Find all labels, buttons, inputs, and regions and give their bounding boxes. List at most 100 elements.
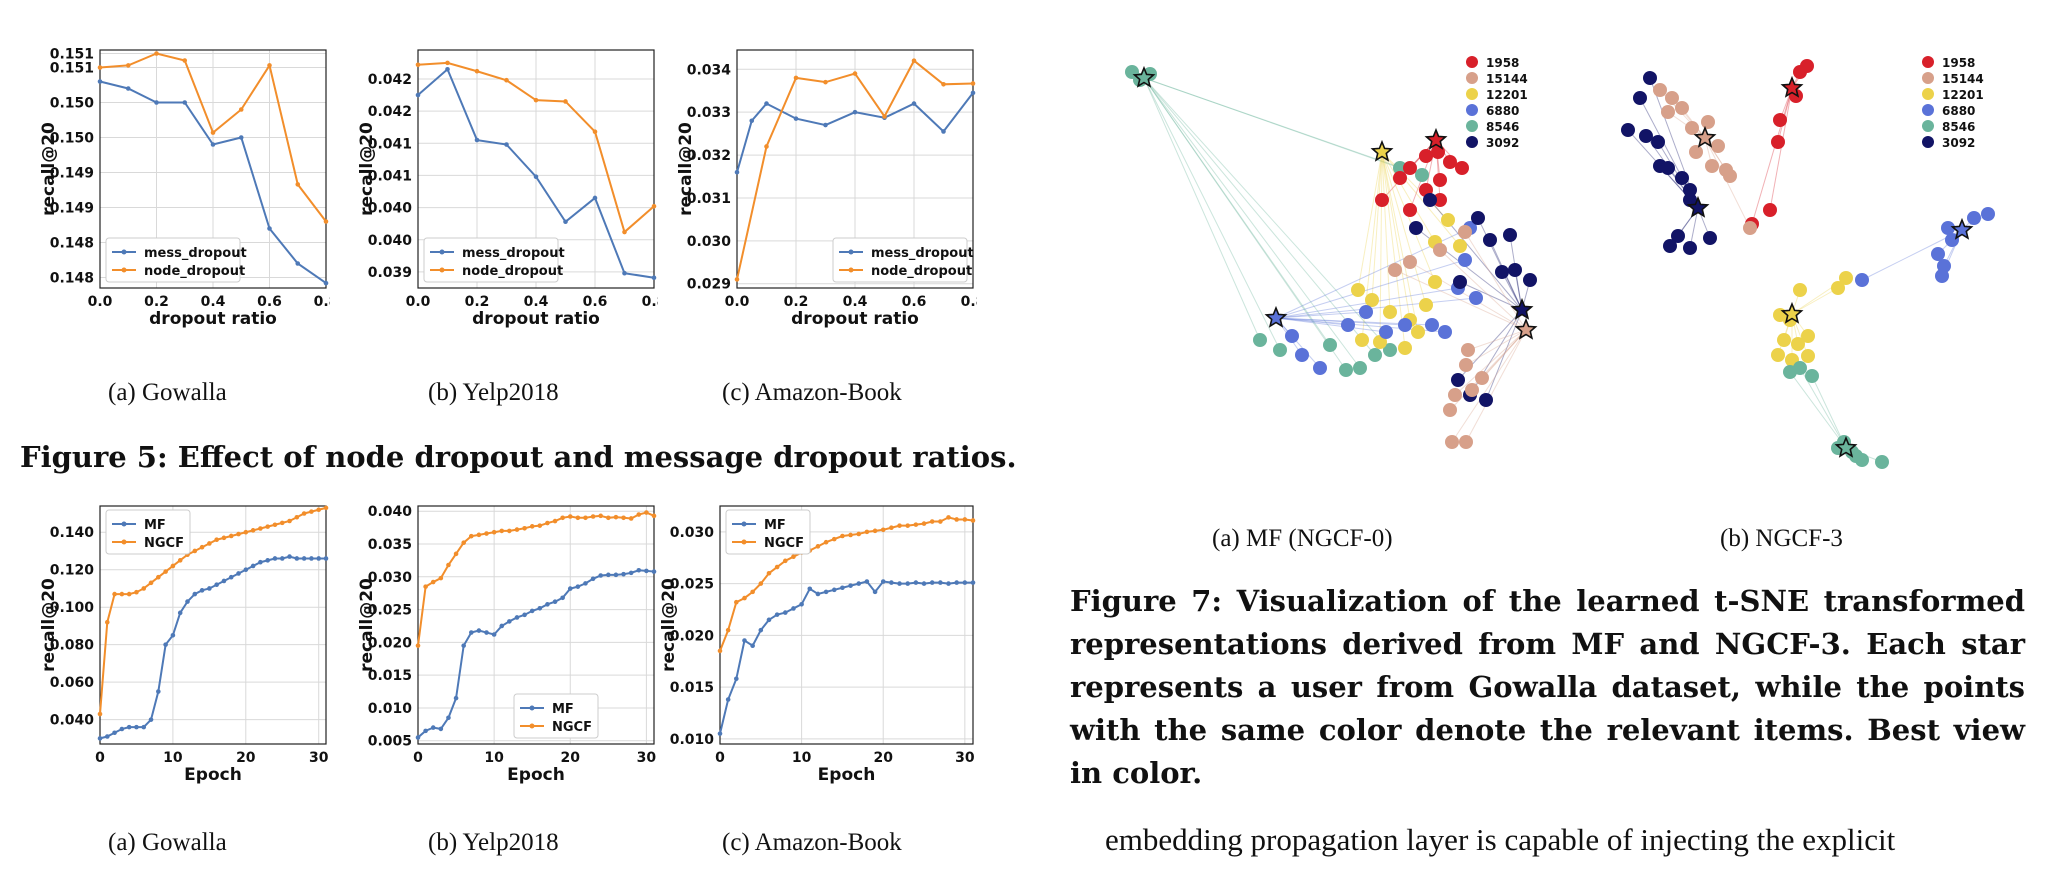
- y-tick-label: 0.151: [50, 47, 94, 63]
- data-point: [272, 556, 278, 561]
- item-point: [1453, 275, 1467, 289]
- data-point: [889, 525, 894, 531]
- item-point: [1375, 193, 1389, 207]
- edge-line: [1439, 249, 1527, 331]
- item-point: [1839, 271, 1853, 285]
- data-point: [621, 515, 626, 521]
- user-star-icon: [1686, 195, 1710, 218]
- edge-line: [1143, 77, 1347, 371]
- data-point: [734, 676, 739, 682]
- x-tick-label: 30: [955, 750, 975, 766]
- edge-line: [1381, 151, 1419, 333]
- data-point: [97, 79, 103, 84]
- item-point: [1665, 91, 1679, 105]
- data-point: [831, 536, 837, 542]
- data-point: [921, 581, 927, 586]
- item-point: [1425, 318, 1439, 332]
- item-point: [1643, 71, 1657, 85]
- y-tick-label: 0.148: [50, 271, 94, 287]
- y-tick-label: 0.025: [368, 603, 412, 619]
- data-point: [294, 556, 300, 561]
- data-point: [504, 77, 509, 83]
- edge-line: [1381, 151, 1391, 313]
- x-tick-label: 0.6: [583, 294, 608, 310]
- item-point: [1419, 149, 1433, 163]
- data-point: [316, 556, 322, 561]
- data-point: [852, 71, 858, 76]
- legend-marker: [439, 249, 445, 255]
- data-point: [766, 570, 772, 576]
- x-tick-label: 0.0: [725, 294, 750, 310]
- data-point: [154, 100, 159, 105]
- data-point: [791, 606, 796, 611]
- data-point: [504, 142, 509, 147]
- user-star-icon: [1424, 127, 1448, 150]
- item-point: [1711, 139, 1725, 153]
- data-point: [445, 66, 450, 72]
- fig7-caption: Figure 7: Visualization of the learned t…: [1070, 584, 2025, 790]
- item-point: [1771, 135, 1785, 149]
- legend-marker: [848, 249, 854, 255]
- legend-label: node_dropout: [144, 264, 245, 279]
- data-point: [309, 556, 314, 561]
- item-point: [1855, 273, 1869, 287]
- data-point: [295, 182, 301, 187]
- item-point: [1411, 325, 1425, 339]
- item-point: [1403, 255, 1417, 269]
- data-point: [750, 643, 755, 648]
- item-point: [1455, 161, 1469, 175]
- item-point: [1941, 221, 1955, 235]
- user-star-icon: [1693, 125, 1717, 148]
- data-point: [156, 574, 161, 580]
- x-axis-label: dropout ratio: [472, 309, 600, 329]
- data-point: [499, 623, 505, 629]
- edge-line: [1769, 87, 1793, 211]
- edge-line: [1449, 329, 1527, 411]
- y-tick-label: 0.150: [50, 131, 95, 147]
- data-point: [445, 60, 450, 66]
- edge-line: [1381, 151, 1406, 349]
- edge-line: [1357, 151, 1383, 291]
- fig7a-caption: (a) MF (NGCF-0): [1212, 525, 1393, 552]
- data-point: [563, 219, 568, 225]
- legend-label: 12201: [1942, 88, 1984, 102]
- fig6b-caption: (b) Yelp2018: [428, 829, 559, 856]
- edge-line: [1451, 329, 1527, 443]
- data-point: [774, 564, 780, 570]
- data-point: [970, 580, 976, 585]
- data-point: [864, 529, 870, 535]
- legend-label: MF: [144, 518, 166, 533]
- legend-marker: [121, 539, 127, 545]
- item-point: [1783, 365, 1797, 379]
- y-axis-label: recall@20: [40, 578, 59, 672]
- x-tick-label: 0.8: [642, 294, 658, 310]
- user-star-icon: [1514, 317, 1538, 340]
- data-point: [742, 595, 747, 601]
- data-point: [514, 527, 520, 532]
- legend-label: 3092: [1942, 136, 1975, 150]
- y-tick-label: 0.020: [670, 628, 715, 644]
- data-point: [453, 695, 459, 701]
- item-point: [1777, 333, 1791, 347]
- edge-line: [1275, 317, 1321, 369]
- y-tick-label: 0.030: [687, 234, 732, 250]
- data-point: [941, 82, 946, 87]
- edge-line: [1409, 261, 1527, 331]
- x-tick-label: 0.4: [843, 294, 868, 310]
- data-point: [758, 627, 764, 633]
- y-tick-label: 0.031: [687, 191, 731, 207]
- data-point: [491, 632, 497, 637]
- data-point: [148, 717, 154, 722]
- legend-marker: [529, 705, 535, 711]
- legend-marker: [439, 267, 445, 273]
- data-point: [552, 518, 558, 524]
- legend-marker: [121, 249, 127, 255]
- item-point: [1945, 233, 1959, 247]
- fig5a-caption: (a) Gowalla: [108, 379, 227, 406]
- data-point: [831, 587, 837, 593]
- y-tick-label: 0.080: [50, 638, 95, 654]
- x-tick-label: 0: [715, 750, 725, 766]
- data-point: [258, 526, 263, 531]
- data-point: [279, 556, 285, 561]
- legend-label: NGCF: [552, 720, 592, 735]
